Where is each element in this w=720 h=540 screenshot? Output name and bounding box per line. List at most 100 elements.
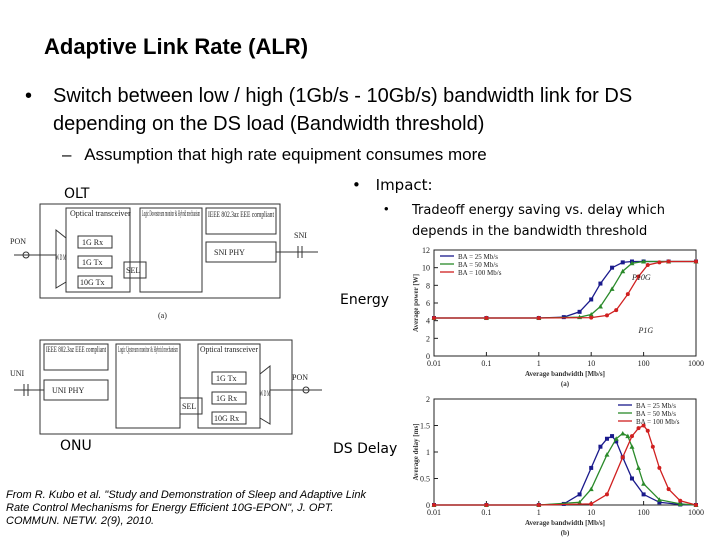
data-point — [589, 501, 594, 506]
legend-entry: BA = 50 Mb/s — [458, 261, 498, 269]
data-point — [636, 274, 641, 279]
data-point — [641, 481, 647, 486]
olt-sel-box — [123, 261, 147, 279]
olt-wdm-text: W D M — [56, 253, 66, 262]
data-point — [588, 311, 594, 317]
onu-10g-rx-box — [211, 411, 247, 425]
annotation-label: P10G — [631, 273, 651, 282]
olt-10g-tx-box — [77, 275, 113, 289]
data-point — [645, 263, 650, 268]
legend-entry: BA = 100 Mb/s — [636, 418, 680, 426]
olt-1g-rx-box — [77, 235, 113, 249]
data-point — [629, 444, 635, 449]
onu-10g-rx-text: 10G Rx — [214, 414, 239, 423]
x-axis-label: Average bandwidth [Mb/s] — [525, 519, 605, 527]
data-point — [614, 308, 619, 313]
olt-logic-text: Logic Downstream monitor & Hybrid mechan… — [142, 209, 200, 218]
olt-wdm-shape — [55, 228, 67, 289]
onu-logic-box — [115, 343, 181, 429]
olt-diagram: Optical transceiver Logic Downstream mon… — [10, 203, 318, 320]
x-tick-label: 0.1 — [481, 508, 491, 517]
data-point — [620, 455, 625, 460]
data-point — [577, 499, 583, 505]
bullet-marker: • — [25, 85, 33, 107]
olt-pon-text: PON — [10, 237, 26, 246]
legend-entry: BA = 50 Mb/s — [636, 410, 676, 418]
x-tick-label: 1000 — [688, 359, 704, 368]
data-point — [609, 286, 615, 291]
data-point — [589, 297, 594, 302]
data-point — [589, 315, 594, 320]
y-tick-label: 4 — [426, 317, 430, 326]
data-point — [629, 434, 634, 439]
series-2 — [432, 259, 698, 321]
slide-title: Adaptive Link Rate (ALR) — [44, 34, 309, 59]
onu-wdm-text: W D M — [260, 389, 270, 398]
impact-marker: • — [352, 176, 361, 194]
data-point — [645, 428, 650, 433]
y-tick-label: 2 — [426, 334, 430, 343]
citation: From R. Kubo et al. "Study and Demonstra… — [6, 489, 366, 527]
data-point — [657, 500, 662, 505]
data-point — [588, 486, 594, 492]
x-tick-label: 10 — [587, 508, 595, 517]
data-point — [629, 476, 634, 481]
legend-entry: BA = 25 Mb/s — [458, 253, 498, 261]
data-point — [666, 487, 671, 492]
onu-rx-text: 1G Rx — [216, 394, 237, 403]
onu-label: ONU — [60, 438, 92, 454]
data-point — [536, 316, 541, 321]
onu-sel-box — [179, 397, 203, 415]
data-point — [694, 503, 698, 507]
onu-1g-rx-box — [211, 391, 247, 405]
onu-diagram: IEEE 802.3az EEE compliant UNI PHY Logic… — [10, 339, 322, 435]
data-point — [598, 444, 603, 449]
data-point — [641, 492, 646, 497]
data-point — [650, 444, 655, 449]
data-point — [625, 433, 631, 439]
data-point — [577, 492, 582, 497]
annotation-label: P1G — [638, 326, 654, 335]
x-tick-label: 1 — [537, 508, 541, 517]
onu-logic-text: Logic Upstream monitor & Hybrid mechanis… — [118, 345, 178, 354]
data-point — [604, 313, 609, 318]
onu-ieee-box — [43, 343, 109, 371]
y-axis-label: Average delay [ms] — [412, 423, 420, 480]
y-tick-label: 10 — [422, 264, 430, 273]
y-tick-label: 6 — [426, 299, 430, 308]
y-tick-label: 12 — [422, 246, 430, 255]
y-axis-label: Average power [W] — [412, 274, 420, 332]
onu-1g-tx-box — [211, 371, 247, 385]
olt-logic-box — [139, 207, 203, 293]
onu-outer-box — [39, 339, 293, 435]
olt-sni-phy-text: SNI PHY — [214, 248, 245, 257]
main-bullet-text: Switch between low / high (1Gb/s - 10Gb/… — [53, 85, 633, 135]
data-point — [610, 434, 615, 439]
olt-optical-text: Optical transceiver — [70, 209, 131, 218]
y-tick-label: 0 — [426, 352, 430, 361]
x-tick-label: 10 — [587, 359, 595, 368]
data-point — [484, 316, 489, 321]
olt-1g-tx-box — [77, 255, 113, 269]
plot-area — [433, 249, 697, 357]
plot-frame — [433, 249, 697, 357]
x-tick-label: 0.1 — [481, 359, 491, 368]
y-tick-label: 0.5 — [420, 475, 430, 484]
data-point — [657, 465, 662, 470]
data-point — [657, 260, 662, 265]
data-point — [614, 439, 619, 444]
delay-chart: 0 0.5 1 1.5 2 0.01 0.1 1 10 100 1000 Average bandwi… — [412, 395, 704, 537]
olt-sni-text: SNI — [294, 231, 307, 240]
data-point — [636, 465, 642, 470]
tradeoff-text: Tradeoff energy saving vs. delay which d… — [412, 203, 665, 239]
plot-area — [433, 398, 697, 506]
x-tick-label: 100 — [638, 359, 650, 368]
olt-ieee-text: IEEE 802.3az EEE compliant — [208, 210, 275, 219]
data-point — [432, 316, 436, 321]
chart-caption: (a) — [561, 380, 570, 388]
olt-label: OLT — [64, 186, 90, 202]
legend-entry: BA = 25 Mb/s — [636, 402, 676, 410]
data-point — [625, 292, 630, 297]
data-point — [536, 503, 541, 507]
olt-tx-text: 1G Tx — [82, 258, 103, 267]
